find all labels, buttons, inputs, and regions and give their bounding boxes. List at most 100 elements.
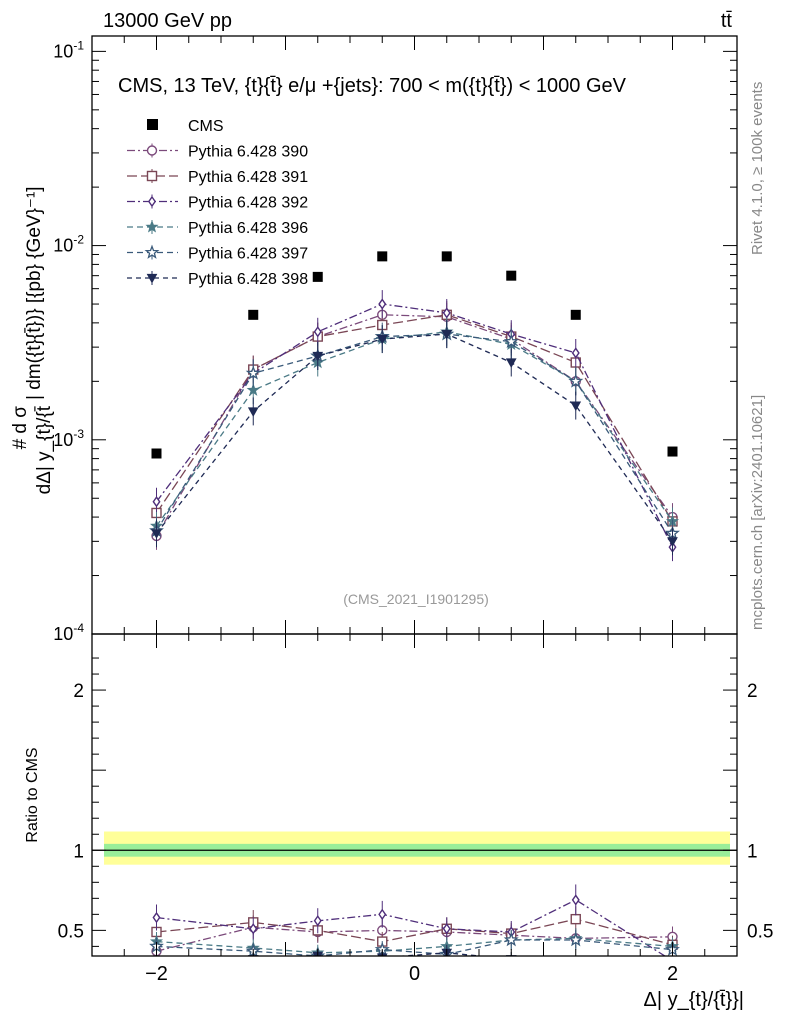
ratio-point	[249, 923, 258, 935]
main-point	[312, 351, 324, 362]
legend-marker	[146, 273, 158, 284]
ratio-series-line	[156, 939, 673, 956]
ratio-point	[570, 913, 581, 925]
legend-label: Pythia 6.428 390	[188, 144, 308, 161]
cms-point	[506, 270, 517, 281]
main-point	[441, 330, 453, 340]
legend-label: Pythia 6.428 398	[188, 271, 308, 288]
cms-point	[151, 448, 162, 459]
cms-point	[312, 271, 323, 282]
ratio-point	[247, 955, 259, 956]
main-series-2	[151, 300, 678, 536]
mcplots-label: mcplots.cern.ch [arXiv:2401.10621]	[749, 395, 766, 630]
ratio-ytick-label-right: 1	[747, 841, 758, 862]
main-series-4	[149, 317, 680, 540]
legend: CMS Pythia 6.428 390 Pythia 6.428 391 Pythi…	[127, 118, 308, 288]
main-point	[571, 347, 580, 359]
xtick-label: −2	[145, 963, 168, 985]
ratio-ytick-label-right: 2	[747, 681, 758, 702]
ratio-ylabel: Ratio to CMS	[24, 747, 41, 842]
cms-point	[667, 446, 678, 457]
process-label: tt̄	[721, 10, 733, 32]
legend-marker	[145, 220, 159, 233]
main-series-1	[151, 300, 678, 550]
main-point	[246, 383, 260, 396]
ratio-point	[568, 932, 584, 947]
main-series-line	[155, 314, 674, 522]
legend-marker	[146, 170, 158, 182]
legend-cms-label: CMS	[188, 118, 224, 135]
legend-entry-5: Pythia 6.428 397	[127, 244, 308, 263]
main-series-line	[155, 333, 674, 542]
main-point	[505, 358, 517, 369]
main-ytick-label: 10-4	[53, 621, 84, 644]
main-point	[442, 307, 451, 319]
main-point	[247, 407, 259, 417]
legend-entry-cms: CMS	[147, 118, 224, 135]
axes-layer: 10-1 10-2 10-3 10-4 2 2 1 1 0.5 0.5 −2 0 2	[53, 36, 773, 985]
energy-label: 13000 GeV pp	[103, 10, 232, 32]
main-point	[503, 333, 519, 349]
ratio-point	[378, 908, 387, 921]
legend-label: Pythia 6.428 391	[188, 169, 308, 186]
main-point	[245, 365, 261, 380]
main-point	[570, 401, 582, 412]
main-ylabel-den: dΔ| y_{t}/{t̄	[34, 405, 55, 494]
cms-point	[377, 251, 388, 262]
ratio-series-line	[156, 899, 667, 956]
xtick-label: 2	[667, 963, 678, 985]
main-point	[667, 537, 678, 547]
ratio-point	[505, 955, 517, 956]
main-series-line	[155, 303, 674, 548]
ratio-ytick-label-left: 2	[73, 681, 84, 702]
cms-points	[151, 251, 678, 459]
main-point	[568, 373, 584, 388]
ratio-ytick-label-left: 1	[73, 841, 84, 862]
ratio-point	[313, 915, 322, 927]
main-series-3	[152, 290, 677, 562]
legend-label: Pythia 6.428 396	[188, 220, 308, 237]
ratio-uncertainty-band	[92, 831, 737, 865]
legend-label: Pythia 6.428 397	[188, 246, 308, 263]
main-ytick-label: 10-1	[53, 38, 84, 61]
ratio-ytick-label-left: 0.5	[58, 921, 84, 942]
main-point	[313, 326, 322, 338]
main-point	[152, 495, 161, 508]
ratio-series-line	[156, 926, 673, 952]
legend-cms-marker	[147, 119, 158, 130]
main-ylabel-rest: | dm({t}{t̄})} [{pb} {GeV}⁻¹]	[24, 186, 45, 400]
legend-entry-4: Pythia 6.428 396	[127, 220, 308, 237]
cms-point	[570, 309, 581, 320]
analysis-watermark: (CMS_2021_I1901295)	[343, 591, 489, 607]
legend-entry-2: Pythia 6.428 391	[127, 169, 308, 186]
ratio-point	[571, 959, 580, 967]
legend-entry-1: Pythia 6.428 390	[127, 143, 308, 161]
main-series-line	[155, 314, 674, 537]
ratio-point	[503, 932, 519, 947]
ratio-point	[442, 923, 451, 935]
legend-marker	[147, 195, 157, 208]
cms-point	[248, 309, 259, 320]
legend-label: Pythia 6.428 392	[188, 195, 308, 212]
main-series-line	[155, 331, 674, 527]
main-ylabel-num: # d σ	[10, 406, 31, 450]
main-point	[151, 529, 162, 539]
main-ytick-label: 10-2	[53, 233, 84, 256]
x-axis-label: Δ| y_{t}/{t̄}}|	[644, 989, 745, 1011]
ratio-point	[152, 911, 161, 924]
main-series-line	[155, 333, 674, 534]
main-ylabel: dΔ| y_{t}/{t̄ # d σ | dm({t}{t̄})} [{pb}…	[10, 186, 55, 494]
legend-marker	[144, 244, 160, 259]
legend-marker	[146, 145, 158, 156]
ratio-point	[571, 894, 580, 906]
ratio-series-line	[156, 918, 673, 946]
legend-entry-6: Pythia 6.428 398	[127, 271, 308, 288]
xtick-label: 0	[409, 963, 420, 985]
analysis-title: CMS, 13 TeV, {t}{t̄} e/μ +{jets}: 700 < …	[118, 75, 627, 97]
rivet-version-label: Rivet 4.1.0, ≥ 100k events	[749, 82, 766, 255]
ratio-series-3	[152, 884, 674, 956]
main-point	[378, 298, 387, 310]
main-series-layer	[149, 251, 680, 562]
ratio-panel-frame	[91, 633, 738, 957]
